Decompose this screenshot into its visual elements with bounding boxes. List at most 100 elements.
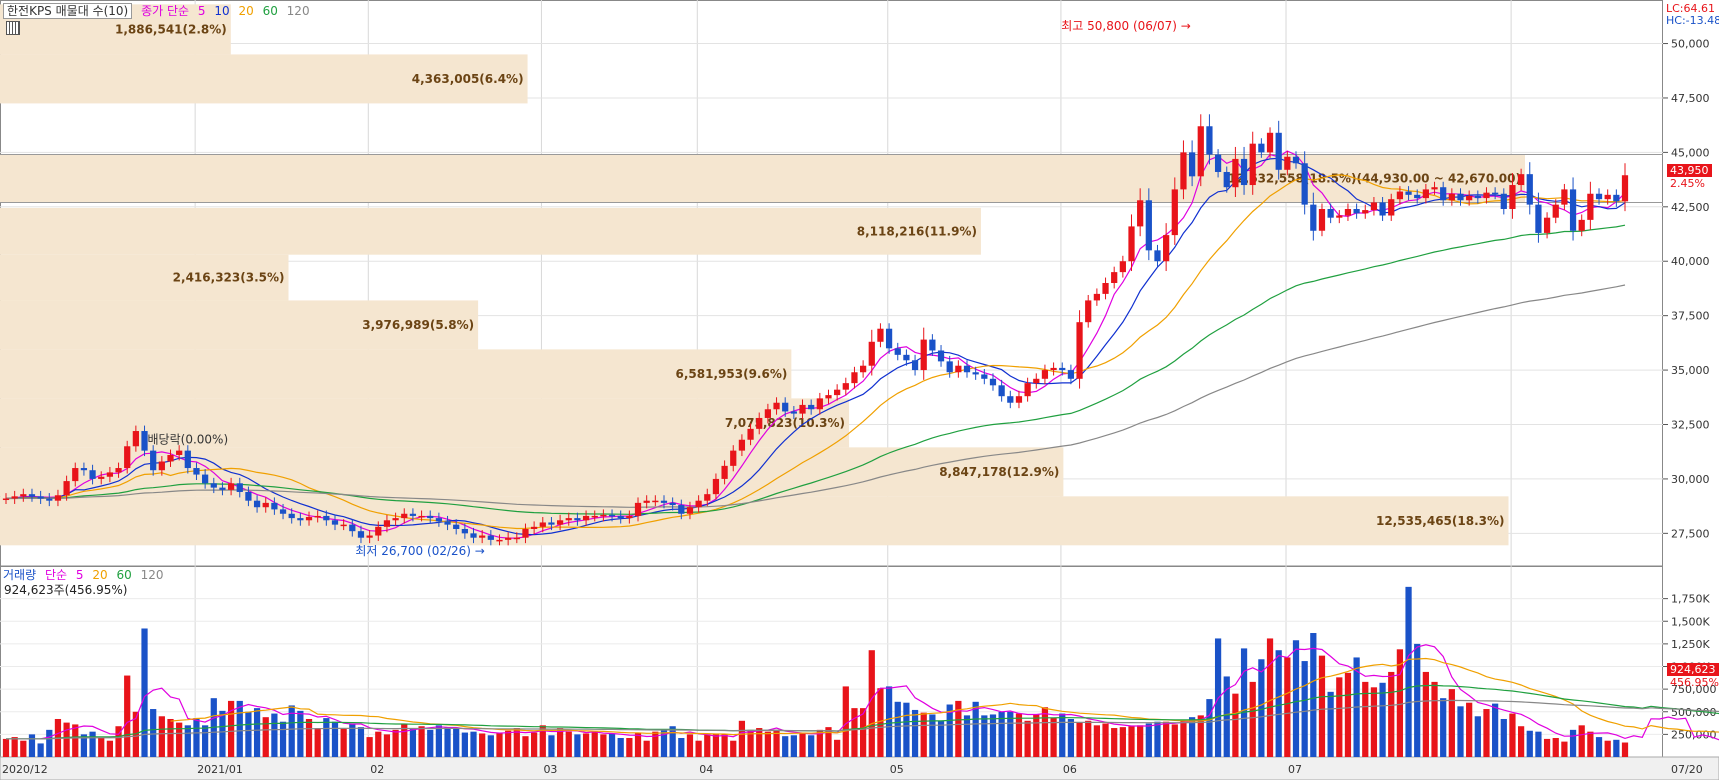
volume-bar	[1414, 643, 1421, 757]
y-tick-label: 45,000	[1671, 146, 1710, 159]
volume-bar	[202, 725, 209, 757]
candle-body	[54, 495, 62, 501]
y-tick-label: 47,500	[1671, 92, 1710, 105]
volume-bar	[470, 731, 477, 757]
candle-body	[1232, 158, 1239, 188]
candle-body	[1258, 143, 1265, 153]
candle-body	[288, 513, 295, 519]
candle-body	[1587, 193, 1594, 220]
volume-bar	[1249, 681, 1256, 757]
candle-body	[427, 515, 434, 519]
candle-body	[1396, 191, 1404, 200]
volume-bar	[453, 728, 460, 757]
candle-body	[435, 518, 443, 522]
candle-body	[894, 348, 901, 355]
candle-body	[1431, 187, 1438, 190]
candle-body	[505, 537, 512, 540]
current-volume-badge: 924,623	[1667, 663, 1719, 676]
volume-bar	[1171, 724, 1178, 757]
volume-bar	[1535, 731, 1542, 757]
candle-body	[1414, 194, 1421, 199]
volume-bar	[1561, 741, 1568, 757]
volume-bar	[1145, 723, 1152, 757]
volume-bar	[1578, 725, 1585, 757]
volume-bar	[505, 730, 512, 757]
volume-bar	[1015, 713, 1023, 757]
candle-body	[851, 372, 858, 384]
volume-bar	[1180, 720, 1187, 757]
candle-body	[582, 515, 590, 521]
candle-body	[1033, 378, 1040, 384]
price-chart-title[interactable]: 한전KPS 매물대 수(10)	[3, 3, 133, 19]
candle-body	[834, 389, 841, 396]
volume-profile-label: 3,976,989(5.8%)	[362, 318, 474, 332]
volume-profile-bar	[0, 447, 1064, 497]
candle-body	[860, 365, 867, 373]
volume-bar	[245, 711, 252, 757]
volume-bar	[167, 718, 174, 757]
candle-body	[323, 515, 330, 521]
candle-body	[972, 372, 979, 375]
volume-bar	[556, 728, 564, 757]
volume-bar	[1240, 648, 1248, 757]
volume-bar	[860, 708, 867, 757]
candle-body	[513, 537, 520, 540]
candle-body	[1492, 192, 1499, 195]
candle-body	[1405, 191, 1412, 195]
volume-bar	[946, 704, 953, 757]
candle-body	[1292, 156, 1300, 164]
volume-bar	[1526, 730, 1533, 757]
volume-bar	[1301, 661, 1308, 757]
candle-body	[981, 374, 988, 379]
candle-body	[37, 496, 44, 499]
y-tick-label: 42,500	[1671, 201, 1710, 214]
candle-body	[401, 513, 408, 519]
candle-body	[383, 520, 391, 527]
candle-body	[712, 478, 720, 495]
volume-bar	[894, 701, 901, 757]
candle-body	[799, 404, 806, 414]
volume-bar	[652, 731, 659, 757]
volume-bar	[288, 705, 295, 757]
candle-body	[98, 476, 105, 479]
volume-bar	[141, 628, 148, 757]
volume-bar	[1587, 731, 1594, 757]
candle-body	[409, 513, 417, 516]
volume-bar	[929, 714, 936, 757]
candle-body	[1457, 193, 1464, 201]
volume-bar	[1370, 687, 1378, 757]
candle-body	[738, 439, 746, 451]
volume-bar	[279, 721, 287, 757]
candle-body	[1240, 158, 1248, 186]
candle-body	[998, 385, 1005, 397]
volume-profile-label: 6,581,953(9.6%)	[676, 367, 788, 381]
volume-bar	[660, 729, 668, 757]
volume-bar	[375, 731, 382, 757]
volume-bar	[1405, 586, 1412, 757]
candle-body	[124, 446, 131, 469]
candle-body	[816, 398, 823, 410]
candle-body	[1085, 300, 1092, 323]
candle-body	[418, 515, 425, 518]
volume-bar	[271, 713, 278, 757]
volume-profile-label: 8,847,178(12.9%)	[939, 465, 1059, 479]
volume-bar	[712, 733, 720, 757]
x-tick-label: 07	[1288, 763, 1302, 776]
volume-bar	[513, 728, 520, 757]
candle-body	[1102, 283, 1109, 294]
volume-bar	[297, 710, 304, 757]
candle-body	[314, 515, 321, 518]
volume-bar	[799, 732, 806, 757]
candle-body	[1310, 204, 1317, 231]
volume-bar	[1067, 718, 1075, 757]
candle-body	[565, 518, 572, 521]
x-tick-label: 03	[543, 763, 557, 776]
calculator-icon[interactable]	[6, 21, 20, 35]
volume-bar	[1232, 693, 1239, 757]
candle-body	[955, 365, 962, 373]
volume-bar	[565, 731, 572, 757]
candle-body	[1301, 163, 1308, 205]
x-tick-label: 2021/01	[197, 763, 243, 776]
candle-body	[634, 502, 642, 516]
